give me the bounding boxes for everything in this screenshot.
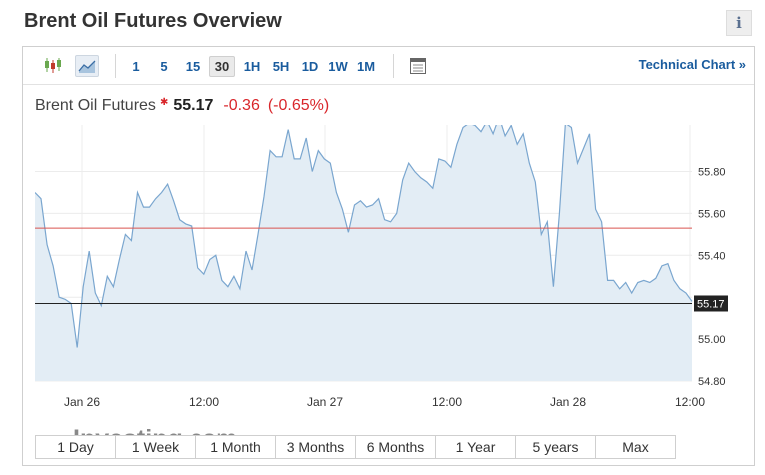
candlestick-icon[interactable] [41, 55, 65, 77]
price-chart[interactable]: 54.80 55.00 55.40 55.60 55.80 55.17 Jan 26 12:0… [35, 125, 745, 453]
y-tick-label: 55.40 [698, 250, 726, 262]
interval-button-15[interactable]: 15 [185, 59, 201, 74]
table-icon[interactable] [407, 55, 431, 77]
range-button-5-years[interactable]: 5 years [515, 435, 596, 459]
interval-button-1h[interactable]: 1H [243, 59, 261, 74]
current-price-tag-label: 55.17 [697, 298, 725, 310]
range-button-1-month[interactable]: 1 Month [195, 435, 276, 459]
x-tick-label: Jan 28 [550, 395, 586, 409]
chart-toolbar: 1 5 15 30 1H 5H 1D 1W 1M Technical Chart » [23, 47, 754, 85]
page-title: Brent Oil Futures Overview [24, 10, 282, 32]
price-chart-svg: 54.80 55.00 55.40 55.60 55.80 55.17 Jan 26 12:0… [35, 125, 728, 409]
x-tick-label: 12:00 [432, 395, 462, 409]
instrument-name: Brent Oil Futures [35, 97, 156, 114]
interval-button-1w[interactable]: 1W [328, 59, 348, 74]
x-tick-label: Jan 27 [307, 395, 343, 409]
y-tick-label: 55.80 [698, 167, 726, 179]
price-change-percent: (-0.65%) [267, 97, 330, 114]
quote-header: Brent Oil Futures ✱ 55.17 -0.36 (-0.65%) [35, 97, 329, 115]
area-chart-icon[interactable] [75, 55, 99, 77]
toolbar-divider [393, 54, 394, 78]
last-price: 55.17 [173, 97, 214, 114]
range-button-1-year[interactable]: 1 Year [435, 435, 516, 459]
range-button-3-months[interactable]: 3 Months [275, 435, 356, 459]
toolbar-divider [115, 54, 116, 78]
interval-button-1d[interactable]: 1D [301, 59, 319, 74]
interval-button-5[interactable]: 5 [160, 59, 168, 74]
chart-widget: 1 5 15 30 1H 5H 1D 1W 1M Technical Chart » Brent… [22, 46, 755, 466]
interval-button-30[interactable]: 30 [209, 56, 235, 77]
x-tick-label: 12:00 [189, 395, 219, 409]
technical-chart-link[interactable]: Technical Chart » [638, 57, 746, 72]
y-tick-label: 54.80 [698, 376, 726, 388]
x-tick-label: Jan 26 [64, 395, 100, 409]
range-button-1-day[interactable]: 1 Day [35, 435, 116, 459]
price-series-line [35, 125, 693, 348]
price-change: -0.36 [223, 97, 260, 114]
range-button-max[interactable]: Max [595, 435, 676, 459]
x-tick-label: 12:00 [675, 395, 705, 409]
range-button-1-week[interactable]: 1 Week [115, 435, 196, 459]
range-button-6-months[interactable]: 6 Months [355, 435, 436, 459]
info-icon[interactable]: i [726, 10, 752, 36]
interval-button-1[interactable]: 1 [132, 59, 140, 74]
y-tick-label: 55.00 [698, 334, 726, 346]
interval-button-1m[interactable]: 1M [356, 59, 376, 74]
price-area-fill [35, 125, 692, 381]
realtime-star-icon: ✱ [159, 97, 169, 108]
current-price-tag [694, 295, 728, 312]
interval-button-5h[interactable]: 5H [272, 59, 290, 74]
y-tick-label: 55.60 [698, 208, 726, 220]
